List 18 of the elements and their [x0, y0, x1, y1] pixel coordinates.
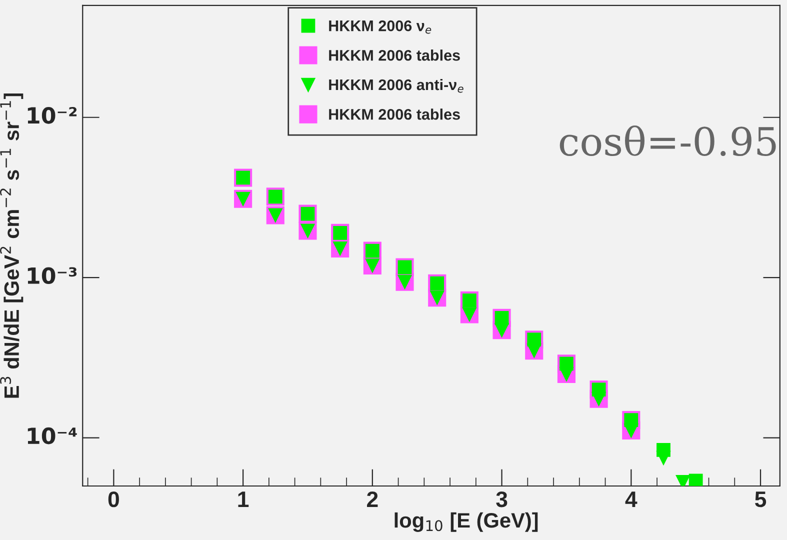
x-tick-label: 5 — [755, 492, 766, 508]
x-tick-label: 4 — [625, 492, 638, 507]
x-tick-label: 1 — [238, 492, 249, 507]
x-tick-label: 3 — [496, 491, 508, 508]
y-tick-label: 10⁻² — [28, 107, 77, 124]
annotation: cosθ=-0.95 — [560, 126, 776, 156]
x-tick-label: 2 — [367, 491, 378, 507]
legend-label: HKKM 2006 anti-ν$_{e}$ — [329, 78, 464, 93]
legend-label: HKKM 2006 ν$_{e}$ — [329, 20, 432, 34]
point — [688, 474, 703, 486]
point — [656, 450, 670, 465]
x-axis-title: log$_{10}$ [E (GeV)] — [394, 512, 538, 532]
text: E$^{3}$ dN/dE [GeV$^{2}$ cm$^{−2}$ s$^{−1}$ sr$^{−1}$] — [0, 93, 24, 398]
y-tick-label: 10⁻³ — [28, 267, 77, 284]
y-tick-label: 10⁻⁴ — [28, 427, 77, 444]
x-tick-label: 0 — [108, 491, 119, 508]
legend-label: HKKM 2006 tables — [329, 50, 460, 61]
legend-label: HKKM 2006 tables — [329, 108, 460, 120]
